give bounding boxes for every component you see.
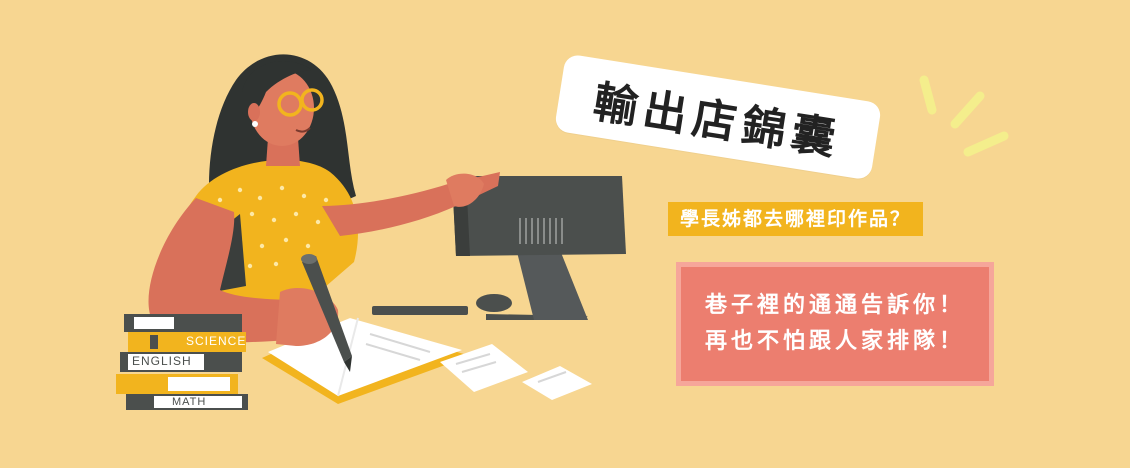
monitor-icon: [452, 176, 626, 320]
message-line-1: 巷子裡的通通告訴你！: [704, 293, 965, 318]
message-line-2: 再也不怕跟人家排隊！: [704, 329, 965, 354]
book-stack: [116, 314, 248, 410]
book-label-math: MATH: [172, 396, 207, 408]
book-label-science: SCIENCE: [186, 334, 247, 348]
pen-icon: [301, 254, 352, 372]
message-box: 巷子裡的通通告訴你！ 再也不怕跟人家排隊！: [676, 262, 994, 386]
keyboard-icon: [372, 306, 468, 315]
sparkle-icon: [919, 75, 1009, 157]
mouse-icon: [476, 294, 512, 312]
book-label-english: ENGLISH: [132, 354, 192, 368]
subtitle-badge: 學長姊都去哪裡印作品？: [668, 202, 924, 236]
